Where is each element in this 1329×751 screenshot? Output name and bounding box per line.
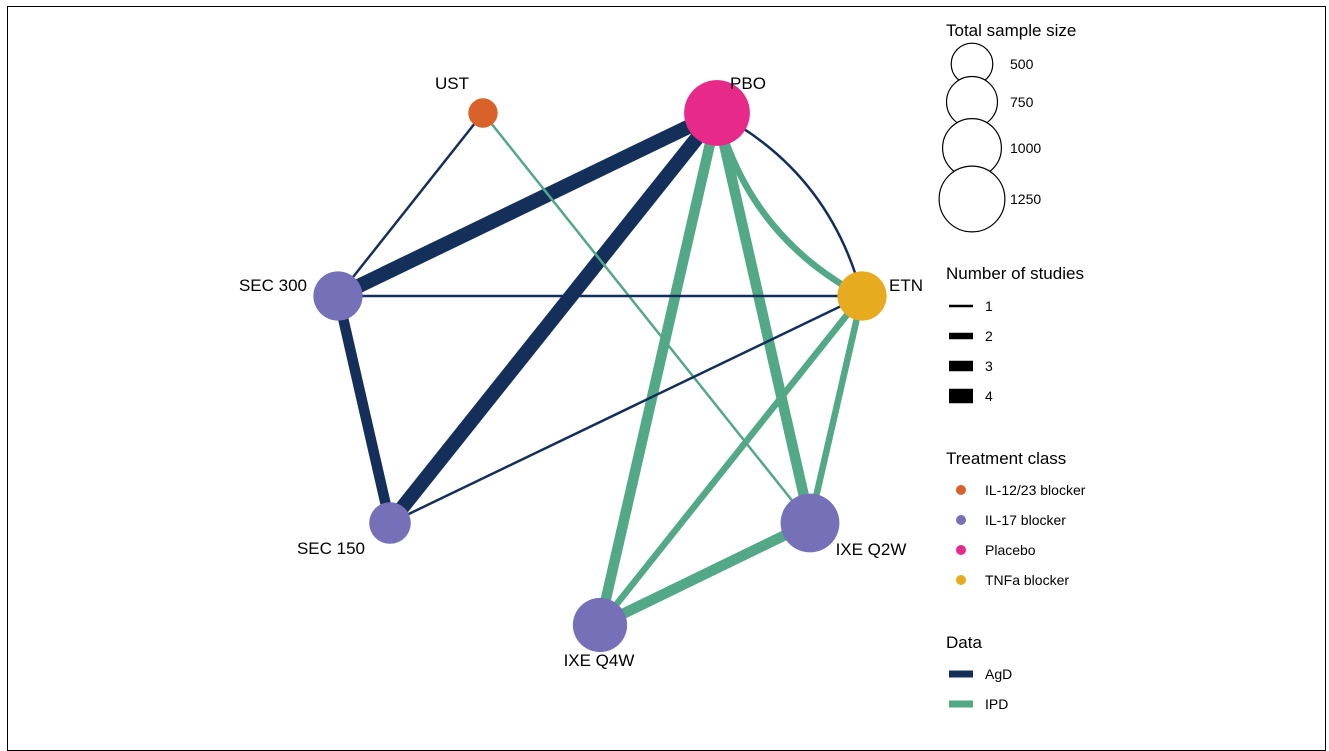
label-layer: UST PBO ETN IXE Q2W IXE Q4W SEC 150 SEC 300 — [239, 74, 923, 670]
node-ixe-q4w — [572, 597, 628, 653]
node-etn — [837, 271, 887, 321]
node-ixe-q2w — [780, 493, 840, 553]
legend-studies-label-4: 4 — [985, 388, 993, 404]
edge-ixe-q4w-ixe-q2w-ipd — [597, 518, 813, 630]
legend-data: Data AgD IPD — [946, 633, 1012, 712]
legend-treatment-class-title: Treatment class — [946, 449, 1066, 468]
edge-pbo-ixe-q2w-ipd — [711, 111, 816, 525]
node-label-etn: ETN — [889, 276, 923, 295]
legend-class-dot-tnfa-blocker — [956, 575, 966, 585]
legend-data-label-agd: AgD — [985, 666, 1012, 682]
legend-class-label-il-12-23-blocker: IL-12/23 blocker — [985, 482, 1086, 498]
legend-studies-key-4 — [949, 388, 973, 404]
legend-size-circle-1250 — [938, 165, 1006, 233]
node-label-pbo: PBO — [730, 74, 766, 93]
legend-studies: Number of studies 1 2 3 4 — [946, 264, 1084, 404]
node-sec-150 — [369, 502, 411, 544]
edge-pbo-sec-150-agd — [384, 108, 723, 528]
node-label-ust: UST — [435, 74, 469, 93]
legend-studies-key-2 — [949, 332, 973, 340]
legend-data-label-ipd: IPD — [985, 696, 1008, 712]
edge-etn-ixe-q4w-ipd — [597, 293, 865, 628]
legend-studies-label-1: 1 — [985, 298, 993, 314]
node-pbo — [684, 80, 750, 146]
legend-class-label-il-17-blocker: IL-17 blocker — [985, 512, 1066, 528]
edge-layer — [332, 106, 866, 630]
legend-class-dot-placebo — [956, 545, 966, 555]
legend-treatment-class-entries: IL-12/23 blocker IL-17 blocker Placebo TNFa… — [956, 482, 1086, 588]
legend-size-label-1000: 1000 — [1010, 140, 1041, 156]
edge-etn-ixe-q2w-ipd — [806, 295, 866, 524]
legend-data-entries: AgD IPD — [949, 666, 1012, 712]
legend-class-label-tnfa-blocker: TNFa blocker — [985, 572, 1069, 588]
legend-size-label-750: 750 — [1010, 94, 1034, 110]
legend-class-label-placebo: Placebo — [985, 542, 1036, 558]
legend-studies-title: Number of studies — [946, 264, 1084, 283]
legend-class-dot-il-12-23-blocker — [956, 485, 966, 495]
edge-sec-300-sec-150-agd — [332, 294, 396, 525]
legend-treatment-class: Treatment class IL-12/23 blocker IL-17 bl… — [946, 449, 1086, 588]
node-ust — [468, 98, 498, 128]
legend-studies-key-1 — [949, 304, 973, 308]
edge-pbo-ixe-q4w-ipd — [594, 111, 723, 627]
legend-studies-label-3: 3 — [985, 358, 993, 374]
edge-pbo-sec-300-agd — [334, 106, 721, 303]
legend-data-title: Data — [946, 633, 982, 652]
edge-ust-sec-300-agd — [337, 112, 484, 297]
node-sec-300 — [313, 271, 363, 321]
node-label-ixe-q4w: IXE Q4W — [564, 651, 635, 670]
legend-size-label-1250: 1250 — [1010, 191, 1041, 207]
node-label-sec-150: SEC 150 — [297, 539, 365, 558]
legend-studies-label-2: 2 — [985, 328, 993, 344]
legend-sample-size-entries: 500 750 1000 1250 — [938, 42, 1041, 233]
legend-sample-size-title: Total sample size — [946, 21, 1076, 40]
node-layer — [313, 80, 887, 653]
legend: Total sample size 500 750 1000 1250 Number … — [938, 21, 1086, 712]
legend-sample-size: Total sample size 500 750 1000 1250 — [938, 21, 1076, 233]
edge-ust-ixe-q2w-ipd — [482, 112, 811, 524]
node-label-ixe-q2w: IXE Q2W — [836, 540, 907, 559]
legend-size-label-500: 500 — [1010, 56, 1034, 72]
node-label-sec-300: SEC 300 — [239, 276, 307, 295]
legend-data-key-ipd — [949, 700, 973, 708]
legend-studies-entries: 1 2 3 4 — [949, 298, 993, 404]
legend-studies-key-3 — [949, 360, 973, 372]
legend-data-key-agd — [949, 670, 973, 678]
edge-sec-150-etn-agd — [389, 294, 863, 525]
legend-class-dot-il-17-blocker — [956, 515, 966, 525]
